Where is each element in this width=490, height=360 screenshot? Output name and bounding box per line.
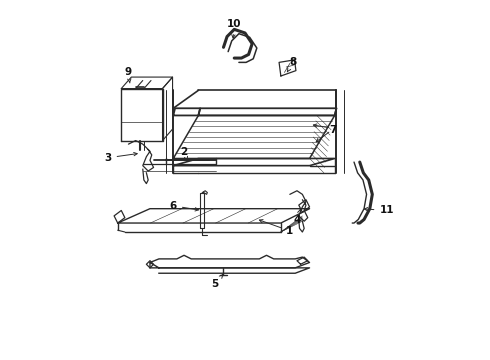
Text: 3: 3 xyxy=(104,153,137,163)
Text: 11: 11 xyxy=(365,206,394,216)
Text: 1: 1 xyxy=(259,220,294,236)
Text: 9: 9 xyxy=(125,67,132,83)
Text: 5: 5 xyxy=(211,275,223,289)
Text: 8: 8 xyxy=(287,57,297,72)
Text: 7: 7 xyxy=(329,125,337,135)
Text: 2: 2 xyxy=(180,147,188,160)
Text: 10: 10 xyxy=(227,19,242,38)
Text: 6: 6 xyxy=(170,201,198,211)
Text: 4: 4 xyxy=(294,210,301,225)
